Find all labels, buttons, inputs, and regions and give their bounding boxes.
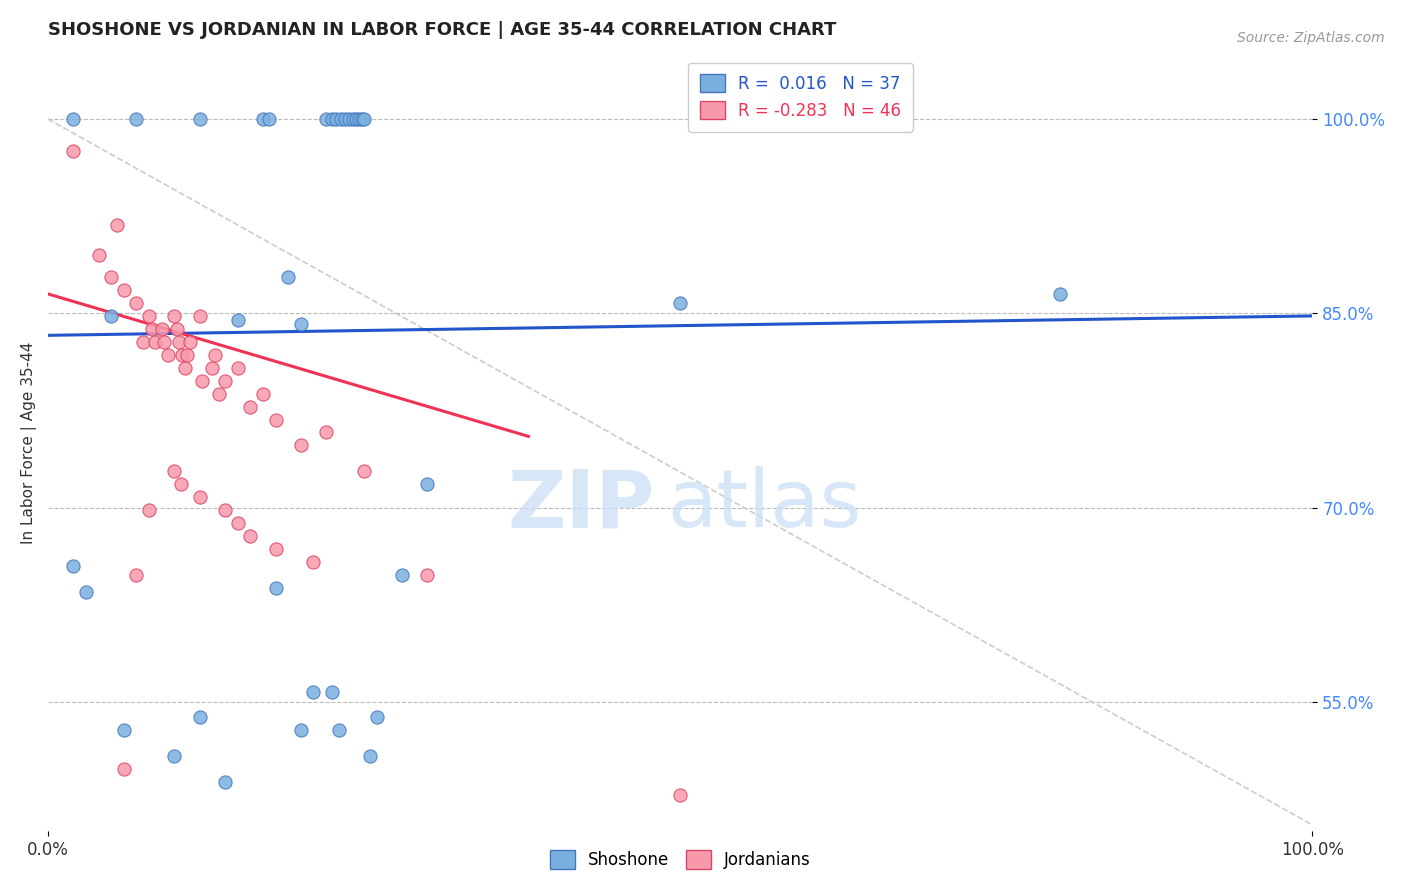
Point [138,309,160,323]
Point [145,334,167,349]
Point [153,334,176,349]
Point [264,581,287,595]
Point [264,542,287,557]
Point [366,710,388,724]
Point [333,112,356,126]
Point [315,425,337,440]
Point [290,723,312,738]
Point [214,775,236,789]
Point [201,360,224,375]
Point [321,684,343,698]
Point [290,317,312,331]
Point [204,348,226,362]
Point [188,309,211,323]
Point [391,568,413,582]
Point [138,503,160,517]
Point [226,516,249,530]
Text: atlas: atlas [668,466,862,544]
Point [315,112,337,126]
Point [100,309,122,323]
Point [163,749,186,764]
Point [252,112,274,126]
Point [239,529,262,543]
Point [277,270,299,285]
Point [112,283,135,297]
Point [132,334,155,349]
Point [125,112,148,126]
Point [169,334,191,349]
Point [166,322,188,336]
Point [75,584,97,599]
Legend: Shoshone, Jordanians: Shoshone, Jordanians [541,842,820,878]
Point [191,374,214,388]
Point [179,334,201,349]
Point [87,248,110,262]
Point [342,112,364,126]
Point [1049,286,1071,301]
Point [214,374,236,388]
Text: Source: ZipAtlas.com: Source: ZipAtlas.com [1237,31,1385,45]
Point [290,438,312,452]
Point [141,322,163,336]
Point [328,723,350,738]
Point [337,112,360,126]
Point [264,412,287,426]
Point [226,313,249,327]
Point [257,112,280,126]
Text: ZIP: ZIP [508,466,655,544]
Text: SHOSHONE VS JORDANIAN IN LABOR FORCE | AGE 35-44 CORRELATION CHART: SHOSHONE VS JORDANIAN IN LABOR FORCE | A… [48,21,837,39]
Point [350,112,373,126]
Point [150,322,173,336]
Point [125,296,148,310]
Point [325,112,347,126]
Point [163,464,186,478]
Point [226,360,249,375]
Point [157,348,180,362]
Point [163,309,186,323]
Point [112,723,135,738]
Point [208,386,231,401]
Point [214,503,236,517]
Point [252,386,274,401]
Point [188,112,211,126]
Point [302,684,325,698]
Point [302,555,325,569]
Point [416,477,439,491]
Point [112,762,135,776]
Point [125,568,148,582]
Y-axis label: In Labor Force | Age 35-44: In Labor Force | Age 35-44 [21,342,37,544]
Point [321,112,343,126]
Point [669,788,692,802]
Point [353,464,375,478]
Point [359,749,381,764]
Point [170,348,193,362]
Point [62,145,84,159]
Point [188,710,211,724]
Point [188,490,211,504]
Point [62,558,84,573]
Point [100,270,122,285]
Point [62,112,84,126]
Point [416,568,439,582]
Point [173,360,195,375]
Point [669,296,692,310]
Point [330,112,353,126]
Point [353,112,375,126]
Point [347,112,370,126]
Point [239,400,262,414]
Point [176,348,198,362]
Point [170,477,193,491]
Point [107,219,129,233]
Point [346,112,368,126]
